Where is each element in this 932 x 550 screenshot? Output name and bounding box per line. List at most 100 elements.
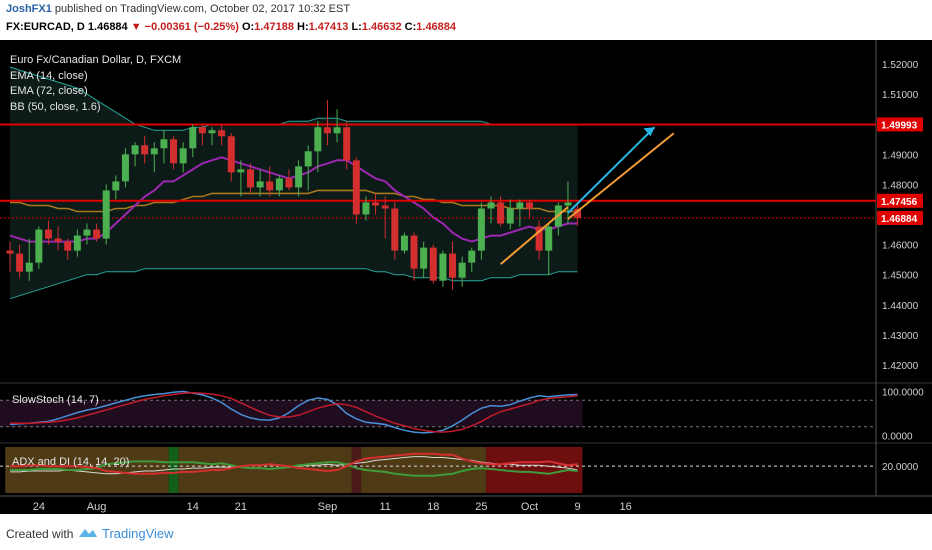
candle-body (247, 169, 254, 188)
legend-stoch: SlowStoch (14, 7) (12, 394, 99, 406)
publish-header: JoshFX1 published on TradingView.com, Oc… (0, 0, 932, 40)
candle-body (83, 229, 91, 236)
price-tick-label: 1.46000 (882, 241, 919, 252)
high-label: H: (297, 21, 309, 33)
candle-body (352, 160, 360, 215)
bb-upper-line (9, 66, 578, 131)
candle-body (487, 202, 495, 209)
candle-body (400, 235, 408, 251)
price-tick-label: 1.44000 (882, 301, 919, 312)
last-price: 1.46884 (87, 21, 128, 33)
bb-lower-line (9, 268, 578, 300)
candle-body (420, 247, 428, 269)
candle-body (112, 181, 120, 191)
candle-body (25, 262, 33, 272)
ohlc-line: FX:EURCAD, D 1.46884 ▼ −0.00361 (−0.25%)… (6, 21, 456, 33)
time-tick-label: Aug (87, 501, 107, 513)
author-link[interactable]: JoshFX1 (6, 3, 52, 15)
candle-body (477, 208, 485, 251)
tradingview-logo-icon (79, 529, 97, 537)
candle-body (35, 229, 43, 263)
time-tick-label: Sep (318, 501, 338, 513)
trend-arrow-head (643, 127, 655, 137)
published-text: published on TradingView.com, October 02… (54, 3, 351, 15)
candle-body (343, 127, 351, 161)
candle-body (564, 202, 572, 206)
price-tick-label: 1.51000 (882, 90, 919, 101)
close-label: C: (404, 21, 417, 33)
candle-body (160, 139, 168, 149)
trend-lines[interactable] (499, 126, 675, 265)
candle-body (295, 166, 303, 188)
candle-body (516, 202, 524, 209)
price-tick-label: 1.48000 (882, 180, 919, 191)
candle-body (54, 238, 62, 242)
candle-body (574, 208, 582, 218)
footer: Created with TradingView (0, 514, 932, 550)
stoch-k-line (9, 390, 578, 434)
candle-body (102, 190, 110, 239)
time-tick-label: Oct (521, 501, 538, 513)
candle-body (170, 139, 178, 164)
stoch-d-line (10, 391, 578, 433)
candle-body (189, 127, 197, 149)
candle-body (314, 127, 322, 152)
candle-body (218, 130, 226, 137)
low-value: 1.46632 (361, 21, 402, 33)
di-minus-line (10, 452, 578, 475)
candle-body (16, 253, 24, 272)
close-value: 1.46884 (416, 21, 457, 33)
adx-band (168, 447, 179, 493)
time-tick-label: 16 (620, 501, 632, 513)
candle-body (439, 253, 447, 281)
candle-body (208, 130, 216, 134)
candle-body (525, 202, 533, 209)
candle-body (285, 178, 293, 188)
publish-line: JoshFX1 published on TradingView.com, Oc… (6, 3, 350, 15)
price-level-tag-label: 1.47456 (881, 197, 918, 208)
time-tick-label: 11 (379, 501, 390, 513)
candle-body (44, 229, 52, 239)
candle-body (468, 250, 476, 263)
candle-body (266, 181, 274, 191)
candle-body (429, 247, 437, 281)
price-level-tag-label: 1.49993 (881, 120, 918, 131)
time-tick-label: 18 (427, 501, 439, 513)
stoch-zone (0, 400, 583, 427)
price-level-tag (877, 193, 923, 208)
time-tick-label: 21 (235, 501, 247, 513)
trading-chart[interactable]: 1.520001.510001.500001.490001.480001.470… (0, 40, 932, 514)
price-tick-label: 1.52000 (882, 60, 919, 71)
candle-body (121, 154, 129, 182)
candle-body (227, 136, 235, 173)
legend-adx: ADX and DI (14, 14, 20) (12, 456, 129, 468)
legend-title: Euro Fx/Canadian Dollar, D, FXCM (10, 54, 181, 66)
candle-body (256, 181, 264, 188)
adx-di (0, 452, 876, 477)
tradingview-link[interactable]: TradingView (102, 526, 174, 541)
candle-body (381, 205, 389, 209)
price-change: ▼ −0.00361 (−0.25%) (130, 21, 239, 33)
trend-line (499, 206, 569, 265)
slow-stochastic (0, 390, 876, 434)
time-tick-label: 9 (575, 501, 581, 513)
low-label: L: (351, 21, 362, 33)
high-value: 1.47413 (308, 21, 349, 33)
candle-body (458, 262, 466, 278)
candle-body (237, 169, 245, 173)
candle-body (372, 202, 380, 206)
legend-bb: BB (50, close, 1.6) (10, 101, 101, 113)
adx-band (351, 447, 362, 493)
price-tick-label: 1.43000 (882, 331, 919, 342)
candle-body (391, 208, 399, 251)
price-levels (0, 123, 876, 219)
price-level-tag-label: 1.46884 (881, 214, 918, 225)
time-tick-label: 14 (187, 501, 199, 513)
adx-tick-label: 20.0000 (882, 462, 919, 473)
grid-lines (0, 40, 932, 497)
time-tick-label: 24 (33, 501, 45, 513)
candle-body (198, 127, 206, 134)
time-tick-label: 25 (475, 501, 487, 513)
stoch-tick-label: 100.0000 (882, 387, 924, 398)
candle-body (141, 145, 149, 155)
